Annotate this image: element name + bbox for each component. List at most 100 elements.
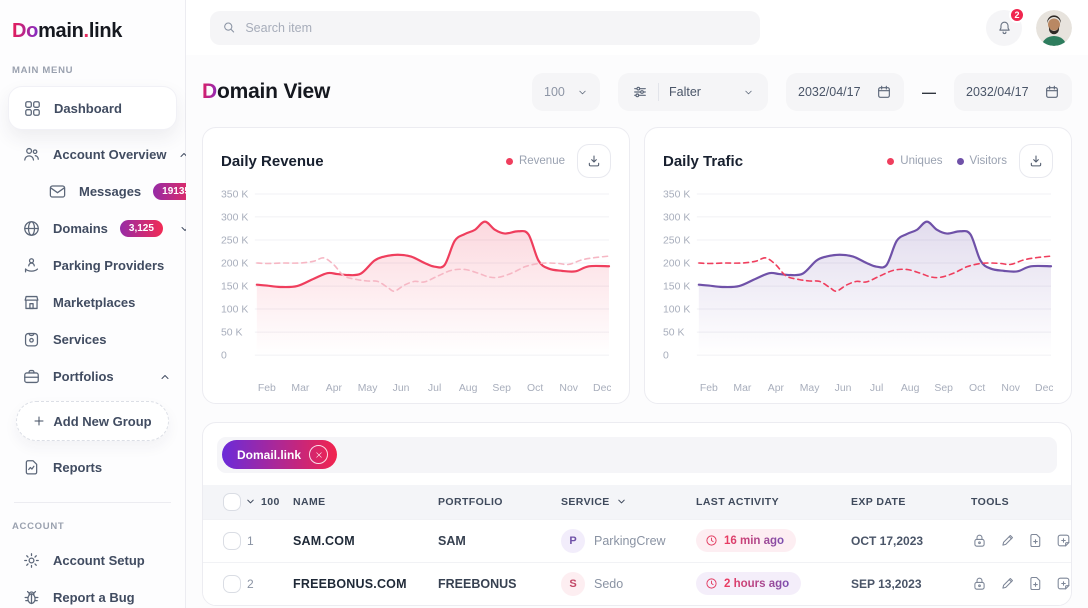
sidebar-item-services[interactable]: Services	[0, 321, 185, 358]
legend-item: Revenue	[505, 155, 565, 167]
x-axis-tick-label: Jun	[393, 383, 410, 394]
notifications-button[interactable]: 2	[986, 6, 1025, 46]
x-axis-tick-label: Apr	[768, 383, 785, 394]
plus-icon	[34, 416, 44, 426]
column-header-exp-date[interactable]: EXP DATE	[851, 495, 906, 508]
sidebar-item-label: Domains	[53, 221, 108, 236]
x-axis-tick-label: Feb	[700, 383, 718, 394]
lock-button[interactable]	[971, 532, 988, 549]
avatar[interactable]	[1036, 9, 1072, 46]
chart-svg: 350 K 300 K 250 K 200 K 150 K 100 K 50 K 0 Feb Ma…	[663, 189, 1053, 394]
date-from-picker[interactable]: 2032/04/17	[786, 73, 904, 111]
last-activity-cell: 16 min ago	[696, 529, 851, 553]
sidebar-item-account-setup[interactable]: Account Setup	[0, 542, 185, 579]
last-activity-text: 16 min ago	[724, 534, 785, 547]
chart-header: Daily Trafic Uniques Visitors	[663, 144, 1053, 178]
sidebar-item-portfolios[interactable]: Portfolios	[0, 358, 185, 395]
row-checkbox[interactable]	[223, 574, 241, 593]
move-to-group-button[interactable]	[1055, 575, 1071, 592]
column-header-service[interactable]: SERVICE	[561, 496, 696, 508]
table-header-row: 100 NAME PORTFOLIO SERVICE LAST ACTIVITY…	[203, 484, 1071, 519]
filter-tag: Domail.link	[222, 440, 338, 470]
daily-traffic-card: Daily Trafic Uniques Visitors 350 K 300 K 2…	[644, 127, 1072, 404]
clock-icon	[706, 578, 717, 589]
chart-svg: 350 K 300 K 250 K 200 K 150 K 100 K 50 K 0 Feb Ma…	[221, 189, 611, 394]
sidebar-item-messages[interactable]: Messages 19135	[0, 173, 199, 210]
service-cell: P ParkingCrew	[561, 528, 696, 553]
legend-dot	[505, 157, 513, 165]
sidebar-item-label: Portfolios	[53, 369, 114, 384]
sidebar-item-parking-providers[interactable]: Parking Providers	[0, 247, 185, 284]
x-axis-tick-label: Sep	[492, 383, 511, 394]
x-axis-tick-label: Oct	[969, 383, 985, 394]
edit-button[interactable]	[999, 575, 1016, 592]
domain-name[interactable]: SAM.COM	[293, 533, 355, 548]
move-to-group-button[interactable]	[1055, 532, 1071, 549]
sidebar-item-domains[interactable]: Domains 3,125	[0, 210, 189, 247]
sidebar-item-reports[interactable]: Reports	[0, 449, 185, 486]
column-header-last-activity[interactable]: LAST ACTIVITY	[696, 495, 779, 508]
chart-title: Daily Revenue	[221, 152, 324, 170]
tools-cell	[971, 575, 1071, 592]
download-chart-button[interactable]	[577, 144, 611, 178]
sidebar-item-dashboard[interactable]: Dashboard	[8, 86, 177, 130]
legend-dot	[956, 157, 964, 165]
date-range-separator: —	[922, 84, 936, 100]
service-name: Sedo	[594, 576, 624, 591]
edit-button[interactable]	[999, 532, 1016, 549]
series-line	[697, 220, 1053, 289]
sidebar-item-label: Parking Providers	[53, 258, 165, 273]
x-axis-tick-label: Nov	[559, 383, 578, 394]
x-axis-tick-label: Aug	[459, 383, 478, 394]
page-title: Domain View	[202, 80, 330, 104]
x-axis-tick-label: Dec	[1035, 383, 1053, 394]
grid-icon	[23, 99, 42, 118]
row-count-dropdown[interactable]: 100	[243, 496, 293, 508]
chart-header: Daily Revenue Revenue	[221, 144, 611, 178]
sliders-icon	[634, 86, 646, 98]
topbar-right: 2	[986, 6, 1072, 46]
chevron-down-icon	[618, 500, 625, 504]
logo-accent: Do	[12, 20, 39, 42]
x-axis-tick-label: Mar	[291, 383, 309, 394]
select-all-checkbox[interactable]	[223, 492, 241, 511]
series-line	[698, 255, 1052, 292]
date-to-picker[interactable]: 2032/04/17	[954, 73, 1072, 111]
filter-dropdown[interactable]: Falter	[618, 73, 768, 111]
logo-tail: link	[88, 20, 123, 42]
search-input[interactable]	[245, 20, 748, 35]
page-title-rest: omain View	[216, 80, 331, 103]
main-menu-section-label: MAIN MENU	[12, 65, 74, 76]
download-chart-button[interactable]	[1019, 144, 1053, 178]
search-bar[interactable]	[210, 10, 760, 45]
sidebar-item-account-overview[interactable]: Account Overview	[0, 136, 188, 173]
lock-button[interactable]	[971, 575, 988, 592]
column-header-portfolio[interactable]: PORTFOLIO	[438, 495, 503, 508]
sidebar-item-marketplaces[interactable]: Marketplaces	[0, 284, 185, 321]
sidebar-item-label: Report a Bug	[53, 590, 135, 605]
column-header-name[interactable]: NAME	[293, 495, 326, 508]
storefront-icon	[22, 293, 41, 312]
domain-name[interactable]: FREEBONUS.COM	[293, 576, 407, 591]
sidebar-item-report-a-bug[interactable]: Report a Bug	[0, 579, 185, 608]
traffic-line-chart: 350 K 300 K 250 K 200 K 150 K 100 K 50 K 0 Feb Ma…	[663, 184, 1053, 397]
remove-tag-button[interactable]	[309, 445, 329, 465]
pencil-icon	[1002, 535, 1013, 547]
add-note-button[interactable]	[1027, 575, 1044, 592]
page-size-select[interactable]: 100	[532, 73, 600, 111]
add-new-group-button[interactable]: Add New Group	[16, 401, 169, 441]
page-size-value: 100	[544, 85, 565, 99]
row-checkbox[interactable]	[223, 531, 241, 550]
sidebar-divider	[14, 502, 171, 503]
service-name: ParkingCrew	[594, 533, 666, 548]
legend-item: Uniques	[887, 155, 943, 167]
calendar-icon	[1046, 85, 1058, 98]
clock-icon	[706, 535, 717, 546]
x-axis-tick-label: Jul	[428, 383, 441, 394]
sidebar-item-label: Services	[53, 332, 107, 347]
file-plus-icon	[1030, 534, 1041, 548]
x-axis-tick-label: Feb	[258, 383, 276, 394]
add-note-button[interactable]	[1027, 532, 1044, 549]
y-axis-tick-label: 150 K	[663, 282, 690, 293]
chevron-down-icon	[247, 500, 254, 504]
